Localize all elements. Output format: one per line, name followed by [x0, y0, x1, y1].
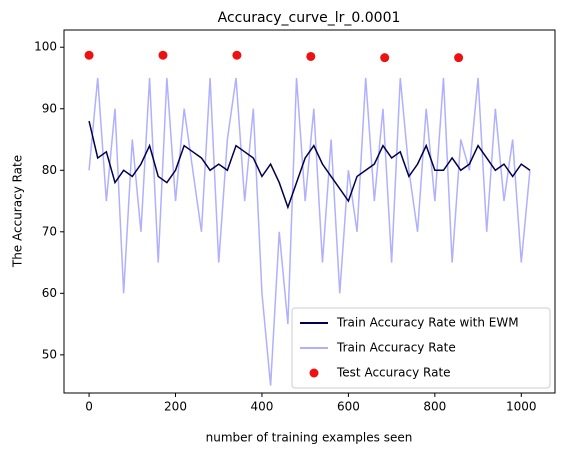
x-axis-label: number of training examples seen: [206, 431, 413, 445]
legend-label: Train Accuracy Rate with EWM: [336, 316, 519, 330]
line-series: [88, 77, 531, 386]
x-tick-label: 600: [337, 400, 360, 414]
legend-label: Train Accuracy Rate: [336, 341, 456, 355]
test-point: [232, 50, 242, 60]
y-tick-label: 100: [34, 40, 57, 54]
y-tick-label: 80: [42, 163, 57, 177]
x-tick-label: 0: [85, 400, 93, 414]
line-series: [88, 120, 531, 210]
plot-frame: [63, 29, 556, 394]
y-tick-label: 50: [42, 347, 57, 361]
y-tick-label: 90: [42, 101, 57, 115]
test-point: [306, 51, 316, 61]
chart-title: Accuracy_curve_lr_0.0001: [218, 10, 401, 26]
test-point: [380, 53, 390, 63]
legend-swatch: [309, 368, 319, 378]
y-tick-label: 70: [42, 224, 57, 238]
x-tick-label: 1000: [506, 400, 537, 414]
test-point: [84, 50, 94, 60]
x-tick-label: 400: [251, 400, 274, 414]
legend-label: Test Accuracy Rate: [336, 366, 451, 380]
x-tick-label: 800: [423, 400, 446, 414]
y-tick-label: 60: [42, 286, 57, 300]
legend-box: [291, 307, 551, 389]
x-tick-label: 200: [164, 400, 187, 414]
test-point: [158, 50, 168, 60]
y-axis-label: The Accuracy Rate: [11, 155, 25, 268]
test-point: [454, 53, 464, 63]
